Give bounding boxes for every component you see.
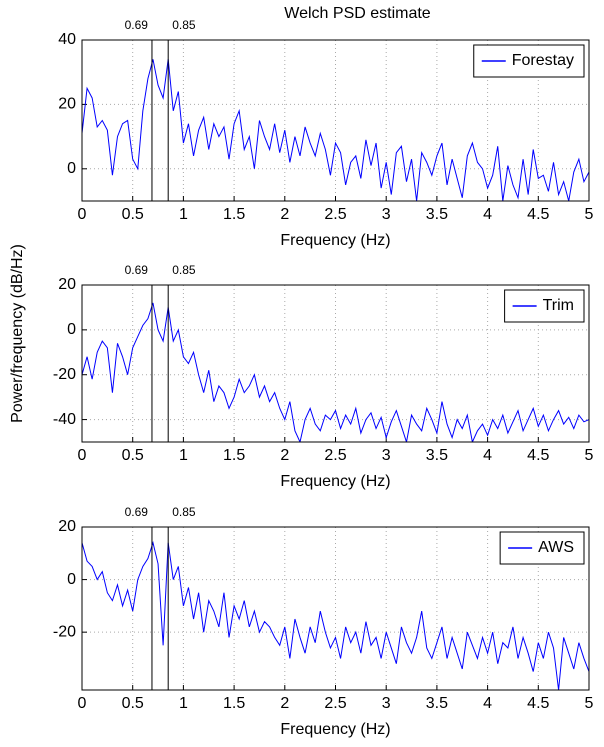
x-axis-label: Frequency (Hz) — [280, 721, 390, 738]
marker-label: 0.69 — [125, 18, 149, 32]
x-tick-label: 4.5 — [527, 447, 549, 464]
x-tick-label: 1 — [179, 695, 188, 712]
x-tick-label: 2.5 — [324, 206, 346, 223]
x-tick-label: 0 — [78, 206, 87, 223]
y-tick-label: -20 — [53, 623, 76, 640]
x-tick-label: 3 — [382, 447, 391, 464]
x-tick-label: 1.5 — [223, 695, 245, 712]
x-tick-label: 5 — [585, 447, 594, 464]
x-tick-label: 2 — [280, 206, 289, 223]
x-tick-label: 1.5 — [223, 206, 245, 223]
x-tick-label: 1.5 — [223, 447, 245, 464]
subplot: 0 0.5 1 1.5 2 2.5 3 3.5 4 4.5 5 -20 0 20 0.69 0.85 Frequ… — [53, 505, 594, 738]
data-line — [82, 59, 589, 201]
y-tick-label: 20 — [58, 518, 76, 535]
x-tick-label: 0.5 — [122, 447, 144, 464]
legend: Forestay — [473, 44, 585, 78]
y-tick-label: 0 — [67, 160, 76, 177]
x-tick-label: 0 — [78, 695, 87, 712]
data-line — [82, 540, 589, 690]
x-tick-label: 5 — [585, 695, 594, 712]
x-tick-label: 3.5 — [426, 206, 448, 223]
legend: Trim — [504, 289, 585, 323]
y-tick-label: -20 — [53, 366, 76, 383]
x-axis-label: Frequency (Hz) — [280, 473, 390, 490]
marker-label: 0.69 — [125, 263, 149, 277]
subplot: 0 0.5 1 1.5 2 2.5 3 3.5 4 4.5 5 0 20 40 0.69 0.85 Welch … — [58, 5, 593, 249]
y-tick-label: 20 — [58, 96, 76, 113]
x-tick-label: 4 — [483, 206, 492, 223]
x-tick-label: 4 — [483, 447, 492, 464]
x-tick-label: 5 — [585, 206, 594, 223]
x-tick-label: 0 — [78, 447, 87, 464]
y-tick-label: 0 — [67, 571, 76, 588]
x-tick-label: 0.5 — [122, 695, 144, 712]
x-tick-label: 1 — [179, 206, 188, 223]
x-tick-label: 2 — [280, 447, 289, 464]
y-tick-label: 40 — [58, 31, 76, 48]
x-tick-label: 3 — [382, 695, 391, 712]
chart-title: Welch PSD estimate — [284, 5, 431, 22]
subplot: 0 0.5 1 1.5 2 2.5 3 3.5 4 4.5 5 -40 -20 0 20 0.69 0.85 Fr… — [9, 244, 593, 490]
y-tick-label: -40 — [53, 411, 76, 428]
axes-frame — [81, 526, 590, 691]
x-tick-label: 2 — [280, 695, 289, 712]
x-axis-label: Frequency (Hz) — [280, 232, 390, 249]
data-line — [82, 302, 589, 442]
marker-label: 0.69 — [125, 505, 149, 519]
x-tick-label: 1 — [179, 447, 188, 464]
x-tick-label: 3.5 — [426, 695, 448, 712]
y-tick-label: 20 — [58, 276, 76, 293]
marker-label: 0.85 — [172, 505, 196, 519]
axes-frame — [81, 284, 590, 443]
x-tick-label: 3.5 — [426, 447, 448, 464]
y-axis-label: Power/frequency (dB/Hz) — [9, 244, 26, 423]
legend-label: Forestay — [512, 52, 574, 69]
x-tick-label: 4 — [483, 695, 492, 712]
marker-label: 0.85 — [172, 18, 196, 32]
x-tick-label: 4.5 — [527, 206, 549, 223]
axes-frame — [81, 39, 590, 202]
legend: AWS — [499, 531, 585, 565]
x-tick-label: 3 — [382, 206, 391, 223]
x-tick-label: 2.5 — [324, 695, 346, 712]
legend-label: Trim — [543, 297, 574, 314]
y-tick-label: 0 — [67, 321, 76, 338]
x-tick-label: 2.5 — [324, 447, 346, 464]
x-tick-label: 0.5 — [122, 206, 144, 223]
marker-label: 0.85 — [172, 263, 196, 277]
legend-label: AWS — [538, 539, 574, 556]
x-tick-label: 4.5 — [527, 695, 549, 712]
